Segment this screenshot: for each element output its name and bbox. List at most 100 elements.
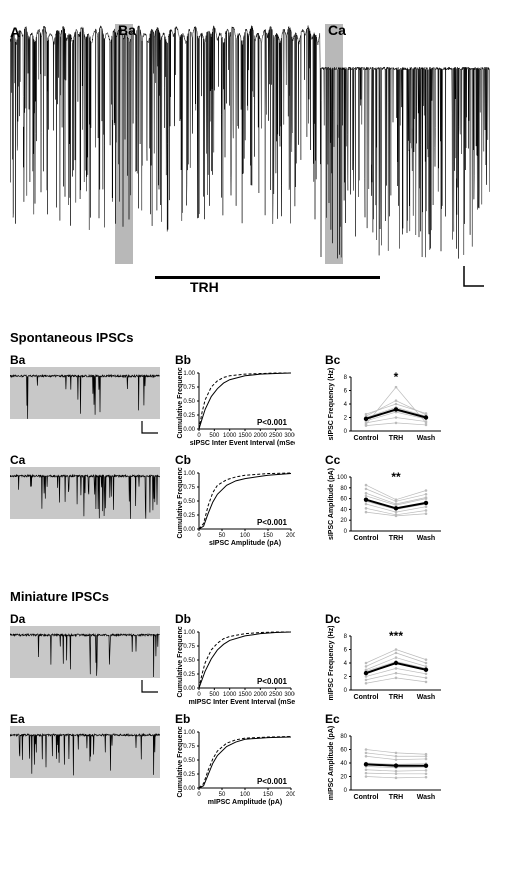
svg-text:0.75: 0.75 [183,485,195,491]
svg-text:1000: 1000 [223,433,237,439]
scale-bar [462,264,486,288]
cumulative-plot: 0501001502000.000.250.500.751.00P<0.001C… [175,467,295,547]
svg-text:3000: 3000 [284,433,295,439]
panel-a-marker-ca: Ca [328,22,346,38]
svg-text:0.75: 0.75 [183,744,195,750]
svg-text:150: 150 [263,792,274,798]
trace-label: Ba [10,353,175,367]
svg-text:8: 8 [344,375,348,381]
svg-text:0.00: 0.00 [183,786,195,792]
svg-text:50: 50 [219,533,226,539]
svg-text:150: 150 [263,533,274,539]
svg-text:2: 2 [344,416,348,422]
svg-text:P<0.001: P<0.001 [257,677,288,686]
svg-text:500: 500 [209,692,220,698]
svg-text:1.00: 1.00 [183,471,195,477]
panel-a-trace [10,24,496,264]
lineplot-label: Cc [325,453,475,467]
svg-text:2000: 2000 [254,433,268,439]
svg-text:0.25: 0.25 [183,413,195,419]
svg-text:0: 0 [344,429,348,435]
svg-text:Cumulative Frequency: Cumulative Frequency [177,626,184,698]
panel-a-marker-ba: Ba [118,22,136,38]
cumplot-label: Eb [175,712,325,726]
svg-text:0: 0 [197,692,201,698]
svg-text:Wash: Wash [417,794,435,801]
summary-plot: 020406080ControlTRHWashmIPSC Amplitude (… [325,726,445,806]
svg-text:0.50: 0.50 [183,658,195,664]
svg-text:0.25: 0.25 [183,672,195,678]
cumulative-plot: 0501001502000.000.250.500.751.00P<0.001C… [175,726,295,806]
svg-text:50: 50 [219,792,226,798]
svg-text:Control: Control [354,535,379,542]
cumplot-label: Bb [175,353,325,367]
svg-text:20: 20 [340,518,347,524]
svg-text:2000: 2000 [254,692,268,698]
summary-plot: 020406080100ControlTRHWash**sIPSC Amplit… [325,467,445,547]
svg-text:sIPSC Inter Event Interval (mS: sIPSC Inter Event Interval (mSec) [190,440,295,447]
row-c: CaCb0501001502000.000.250.500.751.00P<0.… [10,453,496,547]
lineplot-label: Ec [325,712,475,726]
svg-text:40: 40 [340,761,347,767]
svg-text:3000: 3000 [284,692,295,698]
svg-text:**: ** [391,470,401,484]
svg-text:0.25: 0.25 [183,772,195,778]
trace-box [10,467,160,519]
cumulative-plot: 0500100015002000250030000.000.250.500.75… [175,367,295,447]
svg-text:0.50: 0.50 [183,399,195,405]
trace-box [10,367,160,419]
svg-text:Wash: Wash [417,535,435,542]
svg-text:mIPSC Frequency (Hz): mIPSC Frequency (Hz) [328,626,335,701]
panel-a-trh-bar [155,276,380,279]
svg-text:***: *** [389,629,403,643]
svg-text:mIPSC Amplitude (pA): mIPSC Amplitude (pA) [328,726,335,800]
svg-text:40: 40 [340,507,347,513]
svg-text:200: 200 [286,533,295,539]
svg-text:80: 80 [340,486,347,492]
svg-text:sIPSC Amplitude (pA): sIPSC Amplitude (pA) [209,540,281,547]
cumplot-label: Db [175,612,325,626]
summary-plot: 02468ControlTRHWash***mIPSC Frequency (H… [325,626,445,706]
svg-text:Control: Control [354,435,379,442]
trace-label: Da [10,612,175,626]
svg-text:TRH: TRH [389,535,403,542]
svg-text:8: 8 [344,634,348,640]
svg-text:1.00: 1.00 [183,730,195,736]
panel-a-label: A [10,24,20,40]
svg-text:100: 100 [337,475,348,481]
svg-text:Cumulative Frequency: Cumulative Frequency [177,726,184,798]
scale-bar-small [140,419,175,435]
svg-text:*: * [394,370,399,384]
svg-text:4: 4 [344,402,348,408]
svg-text:0: 0 [197,533,201,539]
svg-text:1500: 1500 [238,692,252,698]
svg-text:2500: 2500 [269,433,283,439]
svg-text:mIPSC Inter Event Interval (mS: mIPSC Inter Event Interval (mSec) [189,699,295,706]
svg-text:0: 0 [344,688,348,694]
svg-text:100: 100 [240,792,251,798]
svg-text:0: 0 [344,529,348,535]
panel-a-trh-label: TRH [190,279,219,295]
trace-label: Ca [10,453,175,467]
svg-text:4: 4 [344,661,348,667]
svg-text:sIPSC Frequency (Hz): sIPSC Frequency (Hz) [328,368,335,441]
svg-text:0.75: 0.75 [183,644,195,650]
svg-text:200: 200 [286,792,295,798]
svg-text:500: 500 [209,433,220,439]
cumulative-plot: 0500100015002000250030000.000.250.500.75… [175,626,295,706]
svg-text:TRH: TRH [389,794,403,801]
row-e: EaEb0501001502000.000.250.500.751.00P<0.… [10,712,496,806]
summary-plot: 02468ControlTRHWash*sIPSC Frequency (Hz) [325,367,445,447]
svg-text:sIPSC Amplitude (pA): sIPSC Amplitude (pA) [328,468,335,540]
svg-text:P<0.001: P<0.001 [257,418,288,427]
svg-text:0.00: 0.00 [183,686,195,692]
svg-text:P<0.001: P<0.001 [257,518,288,527]
scale-bar-small [140,678,175,694]
svg-text:1000: 1000 [223,692,237,698]
lineplot-label: Dc [325,612,475,626]
svg-text:100: 100 [240,533,251,539]
svg-text:6: 6 [344,648,348,654]
svg-text:Wash: Wash [417,694,435,701]
svg-text:0.75: 0.75 [183,385,195,391]
svg-text:60: 60 [340,748,347,754]
